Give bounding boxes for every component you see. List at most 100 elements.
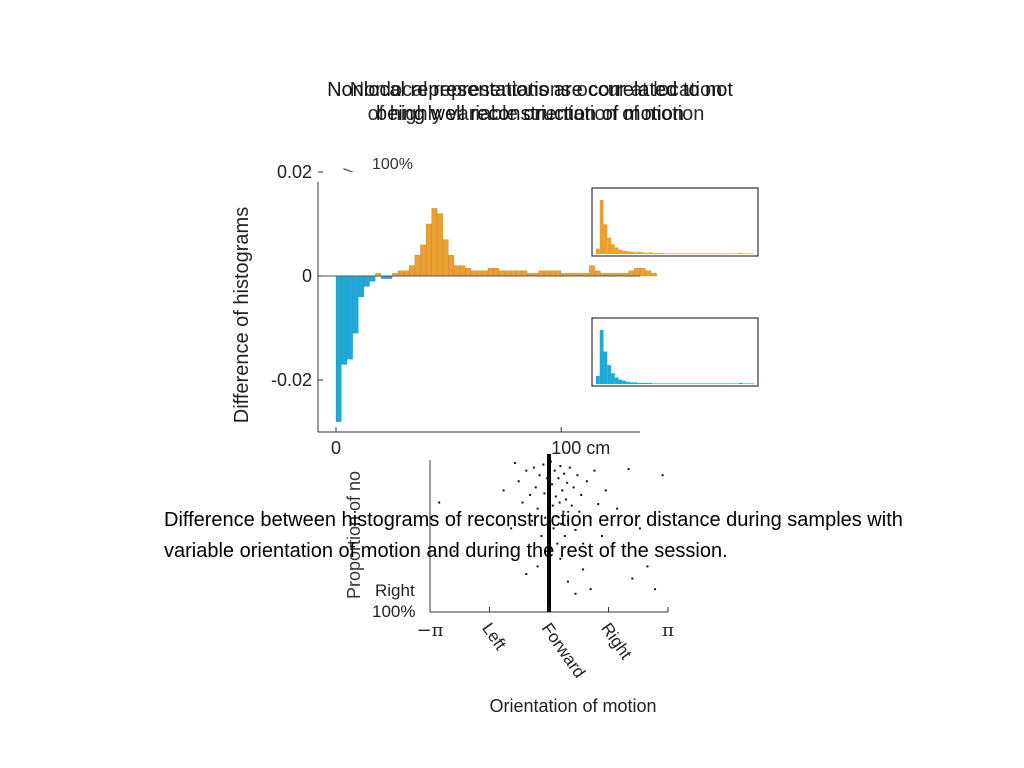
histogram-bar xyxy=(352,275,359,334)
scatter-x-tick-label: −π xyxy=(417,620,444,641)
histogram-bar xyxy=(538,270,545,277)
inset-bar xyxy=(693,253,698,255)
histogram-bar xyxy=(437,213,443,277)
inset-bar xyxy=(742,253,747,255)
scatter-point xyxy=(510,527,513,530)
histogram-insets xyxy=(591,187,759,387)
histogram-bar xyxy=(476,270,483,277)
histogram-bar xyxy=(420,244,426,277)
inset-bar xyxy=(622,250,627,254)
scatter-y-bottom-word: Right xyxy=(375,581,415,600)
inset-bar xyxy=(656,383,660,385)
histogram-bar xyxy=(335,275,342,422)
histogram-bar xyxy=(414,255,421,277)
scatter-point xyxy=(555,515,558,518)
scatter-point xyxy=(453,550,456,553)
histogram-bar xyxy=(482,270,488,277)
scatter-point xyxy=(565,498,568,501)
inset-bar xyxy=(686,253,691,255)
inset-bar xyxy=(686,383,691,385)
figure-caption: Difference between histograms of reconst… xyxy=(164,509,903,562)
histogram-bar xyxy=(403,270,410,277)
inset-bar xyxy=(659,252,664,254)
histogram-bar xyxy=(364,275,370,287)
inset-bar xyxy=(618,249,623,254)
scatter-point xyxy=(582,568,585,571)
scatter-point xyxy=(576,474,579,477)
inset-bar xyxy=(697,383,702,385)
histogram-bar xyxy=(499,270,505,277)
inset-bar xyxy=(671,383,675,385)
histogram-bar xyxy=(555,270,562,277)
scatter-point xyxy=(568,466,571,469)
inset-bar xyxy=(648,382,653,384)
histogram-axes: 0.02 0 -0.02 0 100 cm xyxy=(271,162,640,458)
histogram-bar xyxy=(369,275,376,282)
inset-bar xyxy=(746,383,751,385)
histogram-bar xyxy=(409,265,415,277)
inset-bar xyxy=(596,375,600,384)
scatter-point xyxy=(540,535,543,537)
scatter-point xyxy=(638,527,641,530)
slide-title-line-1: Nonlocal representations are correlated … xyxy=(327,79,733,101)
inset-bar xyxy=(622,380,627,384)
scatter-point xyxy=(544,516,547,519)
scatter-point xyxy=(559,557,562,560)
histogram-x-tick-label: 0 xyxy=(331,438,341,458)
histogram-bar xyxy=(397,270,404,277)
histogram-y-tick-label: 0.02 xyxy=(277,162,312,182)
inset-bar xyxy=(644,382,649,384)
inset-bar xyxy=(633,252,638,254)
inset-bar xyxy=(629,382,634,384)
scatter-point xyxy=(654,588,657,591)
inset-bar xyxy=(701,253,706,255)
inset-bar xyxy=(626,251,630,254)
scatter-point xyxy=(578,510,581,513)
inset-bar xyxy=(675,383,679,385)
histogram-bar xyxy=(358,275,365,297)
scatter-point xyxy=(597,503,600,506)
inset-bar xyxy=(596,248,600,254)
inset-frame-variable-orientation xyxy=(591,187,759,257)
histogram-bar xyxy=(459,265,466,277)
inset-bar xyxy=(629,251,634,254)
histogram-bar xyxy=(516,270,522,277)
histogram-x-tick-label: 100 cm xyxy=(551,438,610,458)
histogram-bar xyxy=(628,270,635,277)
inset-bar xyxy=(693,383,698,385)
inset-bar xyxy=(618,379,623,384)
inset-bar xyxy=(727,383,732,385)
scatter-point xyxy=(551,483,554,486)
inset-bar xyxy=(712,253,717,255)
histogram-bars xyxy=(335,208,657,422)
scatter-point xyxy=(517,480,520,483)
scatter-point xyxy=(566,580,569,583)
scatter-point xyxy=(563,535,566,537)
scatter-point xyxy=(546,477,549,480)
scatter-point xyxy=(529,493,532,496)
inset-bar xyxy=(671,253,675,255)
inset-bar xyxy=(731,253,736,255)
inset-bar xyxy=(750,253,754,255)
inset-bar xyxy=(678,383,683,385)
histogram-bar xyxy=(454,265,460,277)
scatter-point xyxy=(525,573,528,575)
histogram-y-tick-label: -0.02 xyxy=(271,370,312,390)
scatter-point xyxy=(574,528,577,531)
histogram-bar xyxy=(549,270,556,277)
inset-bar xyxy=(690,253,694,255)
inset-bar xyxy=(626,381,630,384)
scatter-top-percent-label: 100% xyxy=(372,156,413,173)
scatter-point xyxy=(557,477,560,480)
inset-bar xyxy=(675,253,679,255)
inset-bar xyxy=(611,244,615,254)
inset-bar xyxy=(723,383,728,385)
scatter-point xyxy=(556,542,559,545)
histogram-y-axis-label: Difference of histograms xyxy=(231,207,253,423)
histogram-bar xyxy=(639,268,646,277)
inset-bar xyxy=(750,383,754,385)
scatter-point xyxy=(561,489,564,492)
inset-bar xyxy=(720,253,724,255)
scatter-point xyxy=(558,501,561,504)
